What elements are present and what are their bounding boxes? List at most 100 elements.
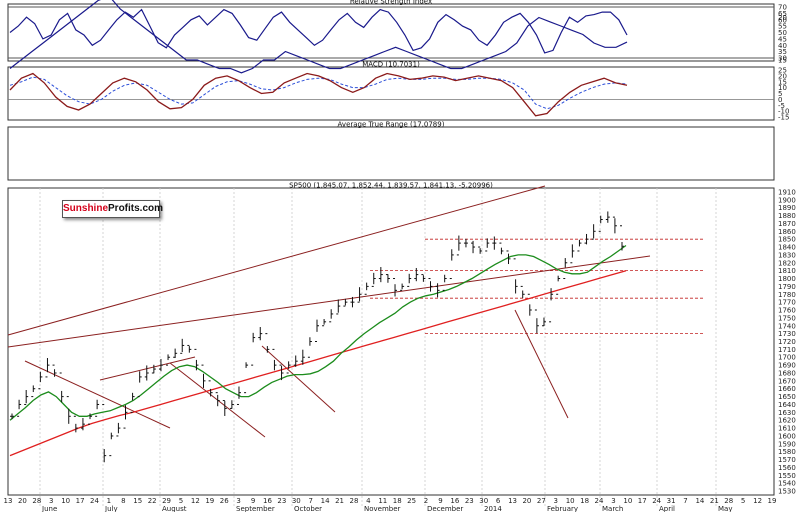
macd-tick-label-9: -15 [778, 114, 789, 122]
x-month-label-4: September [236, 505, 275, 512]
x-day-label-46: 24 [652, 497, 661, 505]
price-tick-label-12: 1800 [778, 275, 796, 283]
x-day-label-22: 7 [308, 497, 312, 505]
x-day-label-30: 2 [424, 497, 428, 505]
macd-tick-label-8: -10 [778, 108, 789, 116]
x-day-label-20: 23 [277, 497, 286, 505]
x-day-label-37: 20 [522, 497, 531, 505]
x-day-label-7: 24 [90, 497, 99, 505]
price-tick-label-3: 1890 [778, 204, 796, 212]
rsi-tick-label-3: 40 [778, 42, 787, 50]
x-day-label-9: 8 [121, 497, 125, 505]
x-day-label-13: 5 [179, 497, 183, 505]
x-day-label-50: 21 [710, 497, 719, 505]
atr-line [9, 0, 628, 74]
atr-tick-label-2: 15 [778, 57, 787, 65]
x-day-label-15: 19 [205, 497, 214, 505]
price-tick-label-37: 1550 [778, 472, 796, 480]
x-day-label-29: 25 [407, 497, 416, 505]
x-day-label-36: 13 [508, 497, 517, 505]
macd-line [9, 72, 628, 117]
macd-tick-label-2: 20 [778, 72, 787, 80]
macd-tick-label-6: 0 [778, 96, 782, 104]
macd-tick-label-1: 25 [778, 67, 787, 75]
x-day-label-34: 30 [479, 497, 488, 505]
x-day-label-5: 10 [61, 497, 70, 505]
price-tick-label-21: 1710 [778, 346, 796, 354]
price-tick-label-17: 1750 [778, 314, 796, 322]
price-tick-label-30: 1620 [778, 417, 796, 425]
x-day-label-6: 17 [76, 497, 85, 505]
panel-title-2: MACD (10.7031) [362, 61, 420, 69]
price-tick-label-14: 1780 [778, 291, 796, 299]
ma-short-line [9, 244, 627, 421]
x-day-label-11: 22 [148, 497, 157, 505]
x-day-label-45: 17 [638, 497, 647, 505]
price-tick-label-7: 1850 [778, 236, 796, 244]
macd-tick-label-3: 15 [778, 78, 787, 86]
price-tick-label-24: 1680 [778, 369, 796, 377]
macd-tick-label-7: -5 [778, 102, 785, 110]
trend-line-1 [7, 185, 546, 336]
price-tick-label-31: 1610 [778, 425, 796, 433]
rsi-tick-label-2: 35 [778, 48, 787, 56]
x-day-label-31: 9 [438, 497, 442, 505]
price-tick-label-22: 1700 [778, 354, 796, 362]
trend-line-7 [99, 356, 196, 381]
x-day-label-3: 28 [32, 497, 41, 505]
panel-frame-1 [7, 3, 775, 62]
panel-frame-4 [7, 187, 775, 496]
x-month-label-12: May [718, 505, 732, 512]
price-tick-label-19: 1730 [778, 330, 796, 338]
x-day-label-4: 3 [49, 497, 53, 505]
brand-logo-part1: Sunshine [63, 203, 109, 214]
rsi-line [9, 8, 628, 54]
rsi-tick-label-6: 55 [778, 23, 787, 31]
x-day-label-17: 3 [236, 497, 240, 505]
x-day-label-52: 5 [741, 497, 745, 505]
x-month-label-7: December [427, 505, 463, 512]
x-month-label-2: July [104, 505, 118, 512]
price-tick-label-29: 1630 [778, 409, 796, 417]
rsi-tick-label-4: 45 [778, 35, 787, 43]
price-tick-label-15: 1770 [778, 299, 796, 307]
price-tick-label-23: 1690 [778, 362, 796, 370]
panel-frame-3 [7, 126, 775, 181]
rsi-tick-label-5: 50 [778, 29, 787, 37]
x-month-label-5: October [294, 505, 322, 512]
x-day-label-1: 13 [4, 497, 13, 505]
x-day-label-51: 28 [724, 497, 733, 505]
macd-signal-line [9, 76, 628, 110]
price-tick-label-2: 1900 [778, 196, 796, 204]
x-day-label-33: 23 [465, 497, 474, 505]
x-day-label-39: 3 [554, 497, 558, 505]
price-tick-label-20: 1720 [778, 338, 796, 346]
trend-line-3 [24, 360, 171, 429]
x-day-label-47: 31 [667, 497, 676, 505]
x-day-label-43: 3 [611, 497, 615, 505]
rsi-tick-label-9: 70 [778, 4, 787, 12]
x-month-label-3: August [162, 505, 187, 512]
price-tick-label-26: 1660 [778, 385, 796, 393]
x-day-label-44: 10 [623, 497, 632, 505]
x-day-label-10: 15 [133, 497, 142, 505]
x-day-label-53: 12 [753, 497, 762, 505]
x-day-label-14: 12 [191, 497, 200, 505]
x-month-label-9: February [547, 505, 578, 512]
x-day-label-18: 9 [251, 497, 255, 505]
price-tick-label-34: 1580 [778, 448, 796, 456]
x-day-label-28: 18 [393, 497, 402, 505]
x-day-label-26: 4 [366, 497, 371, 505]
trend-line-2 [7, 255, 651, 348]
x-day-label-16: 26 [220, 497, 229, 505]
rsi-tick-label-7: 60 [778, 16, 787, 24]
trend-line-6 [514, 309, 569, 419]
price-tick-label-10: 1820 [778, 259, 796, 267]
price-tick-label-9: 1830 [778, 251, 796, 259]
price-tick-label-27: 1650 [778, 393, 796, 401]
x-day-label-27: 11 [378, 497, 387, 505]
brand-logo[interactable]: SunshineProfits.com [62, 200, 163, 218]
ma-long-line [9, 270, 627, 457]
x-day-label-8: 1 [107, 497, 111, 505]
